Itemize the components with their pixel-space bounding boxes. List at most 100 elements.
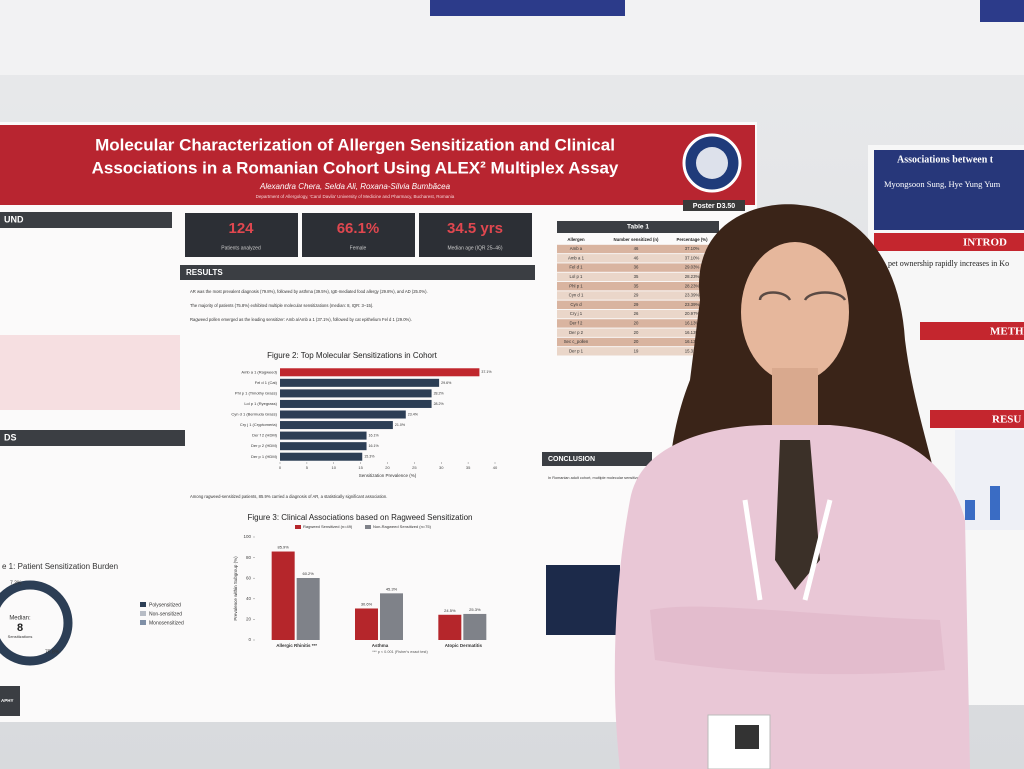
section-title: RESULTS (186, 268, 223, 277)
affiliations: Department of Allergology, 'Carol Davila… (256, 194, 455, 199)
x-tick-label: Asthma (372, 643, 389, 648)
stat-box (302, 213, 415, 257)
right-section-title: RESU (992, 414, 1021, 426)
value-label: 24.5% (444, 608, 456, 613)
poster-title: Molecular Characterization of Allergen S… (95, 135, 615, 154)
y-tick-label: 100 (243, 534, 251, 539)
table-row (557, 272, 719, 282)
value-label: 60.2% (302, 571, 314, 576)
value-label: 28.2% (434, 402, 445, 406)
y-tick-label: Phl p 1 (Timothy Grass) (235, 390, 278, 395)
table-cell: 26 (634, 311, 639, 316)
legend-label: Monosensitized (149, 620, 184, 626)
table-title: Table 1 (627, 224, 649, 231)
conclusion-box (546, 565, 620, 635)
tie (775, 440, 820, 590)
legend: Polysensitized Non-sensitized Monosensitiz… (140, 602, 184, 626)
table-cell: 28.23% (685, 274, 700, 279)
y-tick-label: Fel d 1 (Cat) (255, 380, 278, 385)
section-title: APHY (1, 698, 14, 703)
upper-poster-edge (980, 0, 1024, 22)
x-tick-label: Atopic Dermatitis (445, 643, 483, 648)
table-cell: 20.97% (685, 311, 700, 316)
right-section-title: INTROD (963, 237, 1007, 249)
value-label: 28.2% (434, 391, 445, 395)
value-label: 45.3% (386, 586, 398, 591)
table-cell: Amb a (570, 246, 583, 251)
qr-code (735, 725, 759, 749)
bar (280, 452, 363, 461)
table-row (557, 337, 719, 347)
right-section (920, 322, 1024, 340)
face (741, 242, 849, 382)
table-cell: 23.39% (685, 293, 700, 298)
median-value: 8 (17, 622, 23, 634)
legend-label: Non-Ragweed Sensitized (n=75) (373, 524, 432, 529)
stat-label: Patients analyzed (221, 245, 261, 251)
donut (0, 580, 73, 666)
table-cell: Fel d 1 (569, 265, 583, 270)
bar (463, 613, 487, 640)
section-header (180, 265, 535, 280)
table-cell: 37.10% (685, 246, 700, 251)
value-label: 23.4% (408, 412, 419, 416)
value-label: 30.6% (361, 602, 373, 607)
shirt (614, 425, 970, 769)
figure-3: 0 20 40 60 80 100 Prevalence within Subgroup (… (233, 524, 487, 654)
table-cell: 29.03% (685, 265, 700, 270)
table-header: Allergen (567, 237, 585, 242)
value-label: 85.9% (277, 545, 289, 550)
value-label: 16.1% (369, 444, 380, 448)
figure-title: Figure 2: Top Molecular Sensitizations i… (267, 351, 437, 360)
table-cell: 19 (634, 348, 639, 353)
figure-title: e 1: Patient Sensitization Burden (2, 562, 118, 571)
bar (280, 389, 432, 398)
footnote: *** p < 0.001 (Fisher's exact test) (372, 650, 428, 654)
right-header (874, 150, 1024, 230)
table-row (557, 244, 719, 254)
median-label: Median: (9, 616, 31, 622)
lanyard (742, 499, 833, 601)
stat-value: 34.5 yrs (447, 220, 503, 237)
section-header (0, 430, 185, 446)
upper-poster-edge (430, 0, 625, 16)
table-cell: Lol p 1 (570, 274, 584, 279)
stat-value: 124 (228, 220, 254, 237)
neck (772, 368, 818, 428)
table-cell: 29 (634, 302, 639, 307)
x-axis-label: Sensitization Prevalence (%) (359, 473, 417, 478)
y-tick-label: Lol p 1 (Ryegrass) (244, 401, 277, 406)
bar (271, 551, 295, 640)
x-tick-label: 5 (306, 465, 309, 470)
logo-inner (696, 147, 728, 179)
result-point: The majority of patients (75.8%) exhibit… (190, 303, 373, 308)
stat-label: Female (350, 245, 367, 251)
result-point: Ragweed pollen emerged as the leading se… (190, 317, 412, 322)
x-tick-label: 0 (279, 465, 282, 470)
poster-title: Associations in a Romanian Cohort Using … (92, 158, 619, 177)
results-text: AR was the most prevalent diagnosis (79.… (190, 289, 428, 499)
right-section (874, 233, 1024, 251)
value-label: 25.3% (469, 607, 481, 612)
table-cell: 35 (634, 274, 639, 279)
table-row (557, 347, 719, 356)
y-axis-label: Prevalence within Subgroup (%) (233, 556, 238, 621)
table-cell: 16.13% (685, 321, 700, 326)
y-tick-label: Der f 2 (HDM) (252, 433, 278, 438)
y-tick-label: Cyn d 1 (Bermuda Grass) (231, 412, 277, 417)
x-tick-label: 30 (439, 465, 444, 470)
table-cell: Der p 2 (569, 330, 584, 335)
y-tick-label: 40 (246, 596, 252, 601)
bar (280, 442, 367, 451)
y-tick-label: Der p 2 (HDM) (251, 443, 278, 448)
table-cell: Cyn d 1 (569, 293, 584, 298)
table-row (557, 291, 719, 300)
person (614, 204, 970, 769)
right-authors: Myongsoon Sung, Hye Yung Yum (884, 179, 1001, 189)
stat-label: Median age (IQR 25–46) (447, 245, 502, 251)
table-cell: 28.23% (685, 283, 700, 288)
poster-id-box (683, 200, 745, 211)
table-row (557, 319, 719, 328)
stat-value: 66.1% (337, 220, 380, 237)
